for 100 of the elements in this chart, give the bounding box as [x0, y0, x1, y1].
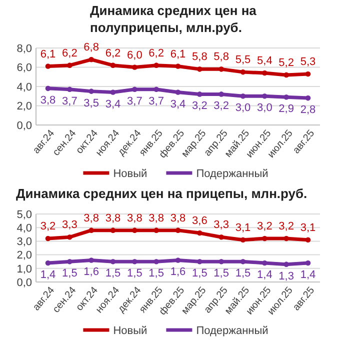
- point: [240, 69, 246, 75]
- point: [88, 56, 94, 62]
- data-label: 1,5: [62, 268, 78, 280]
- data-label: 6,8: [84, 42, 99, 54]
- point: [88, 258, 94, 263]
- point: [218, 234, 224, 240]
- point: [132, 228, 138, 233]
- point: [175, 228, 181, 233]
- data-label: 5,4: [257, 55, 272, 68]
- data-label: 3,7: [127, 95, 142, 108]
- data-label: 3,0: [257, 102, 272, 114]
- data-label: 3,4: [105, 98, 121, 110]
- point: [218, 92, 224, 97]
- point: [110, 62, 116, 68]
- point: [45, 260, 51, 266]
- y-tick-label: 4,0: [16, 222, 32, 234]
- data-label: 3,4: [170, 98, 186, 110]
- legend-label: Новый: [113, 168, 148, 180]
- data-label: 5,5: [235, 54, 251, 66]
- point: [262, 93, 268, 99]
- point: [45, 64, 51, 69]
- data-label: 6,2: [105, 47, 121, 60]
- data-label: 3,2: [40, 220, 56, 232]
- data-label: 3,7: [148, 95, 164, 108]
- point: [175, 64, 181, 69]
- data-label: 6,1: [170, 48, 186, 60]
- data-label: 3,3: [62, 219, 78, 232]
- point: [154, 258, 159, 264]
- data-label: 6,0: [127, 49, 142, 62]
- data-label: 3,2: [192, 100, 208, 112]
- y-tick-label: 3,0: [16, 236, 32, 248]
- data-label: 6,2: [148, 47, 164, 60]
- legend-label: Новый: [113, 324, 148, 337]
- data-label: 5,8: [192, 51, 208, 64]
- point: [132, 64, 138, 70]
- y-tick-label: 5,0: [16, 208, 32, 221]
- data-label: 1,5: [192, 268, 208, 280]
- point: [154, 228, 159, 233]
- data-label: 2,9: [278, 103, 294, 116]
- point: [284, 72, 289, 78]
- data-label: 5,2: [278, 56, 294, 69]
- data-label: 3,5: [84, 97, 99, 110]
- y-tick-label: 6,0: [16, 62, 32, 74]
- data-label: 3,3: [214, 219, 229, 232]
- legend-label: Подержанный: [196, 168, 268, 180]
- point: [67, 258, 72, 264]
- y-tick-label: 0,0: [16, 120, 32, 132]
- point: [305, 95, 311, 101]
- point: [67, 86, 72, 92]
- data-label: 3,0: [235, 102, 251, 114]
- data-label: 1,5: [148, 268, 164, 280]
- data-label: 3,6: [192, 215, 208, 228]
- point: [197, 92, 202, 97]
- data-label: 6,1: [40, 48, 56, 60]
- y-tick-label: 0,0: [16, 276, 32, 289]
- data-label: 1,6: [170, 266, 186, 278]
- point: [154, 62, 159, 68]
- data-label: 1,4: [40, 268, 56, 281]
- point: [262, 70, 268, 76]
- point: [305, 71, 311, 77]
- point: [284, 236, 289, 242]
- data-label: 6,2: [62, 47, 78, 60]
- data-label: 3,8: [170, 212, 186, 224]
- data-label: 3,1: [300, 222, 316, 234]
- legend-label: Подержанный: [196, 324, 268, 337]
- data-label: 3,8: [127, 212, 142, 224]
- point: [305, 260, 311, 266]
- point: [110, 258, 116, 264]
- point: [110, 90, 116, 95]
- point: [262, 260, 268, 266]
- point: [218, 66, 224, 72]
- data-label: 3,8: [105, 212, 121, 224]
- chart-title: Динамика средних цен на прицепы, млн.руб.: [16, 186, 308, 201]
- data-label: 3,2: [257, 220, 272, 232]
- data-label: 1,4: [257, 268, 272, 281]
- point: [154, 86, 159, 92]
- data-label: 1,5: [214, 268, 229, 280]
- y-tick-label: 2,0: [16, 100, 32, 113]
- data-label: 3,2: [214, 100, 229, 112]
- data-label: 3,8: [148, 212, 164, 224]
- y-tick-label: 4,0: [16, 81, 32, 94]
- point: [218, 258, 224, 264]
- point: [197, 230, 202, 236]
- data-label: 3,8: [40, 94, 56, 106]
- point: [197, 258, 202, 264]
- data-label: 1,5: [235, 268, 251, 280]
- data-label: 2,8: [300, 104, 316, 116]
- data-label: 1,5: [105, 268, 121, 280]
- data-label: 3,1: [235, 222, 251, 234]
- data-label: 5,8: [214, 51, 229, 64]
- point: [284, 94, 289, 100]
- chart-title: Динамика средних цен на полуприцепы, млн.руб.: [90, 3, 258, 35]
- data-label: 5,3: [300, 56, 316, 68]
- data-label: 1,5: [127, 268, 142, 280]
- data-label: 3,7: [62, 95, 78, 108]
- point: [197, 66, 202, 72]
- point: [132, 258, 138, 264]
- point: [88, 88, 94, 94]
- point: [240, 93, 246, 99]
- y-tick-label: 2,0: [16, 250, 32, 262]
